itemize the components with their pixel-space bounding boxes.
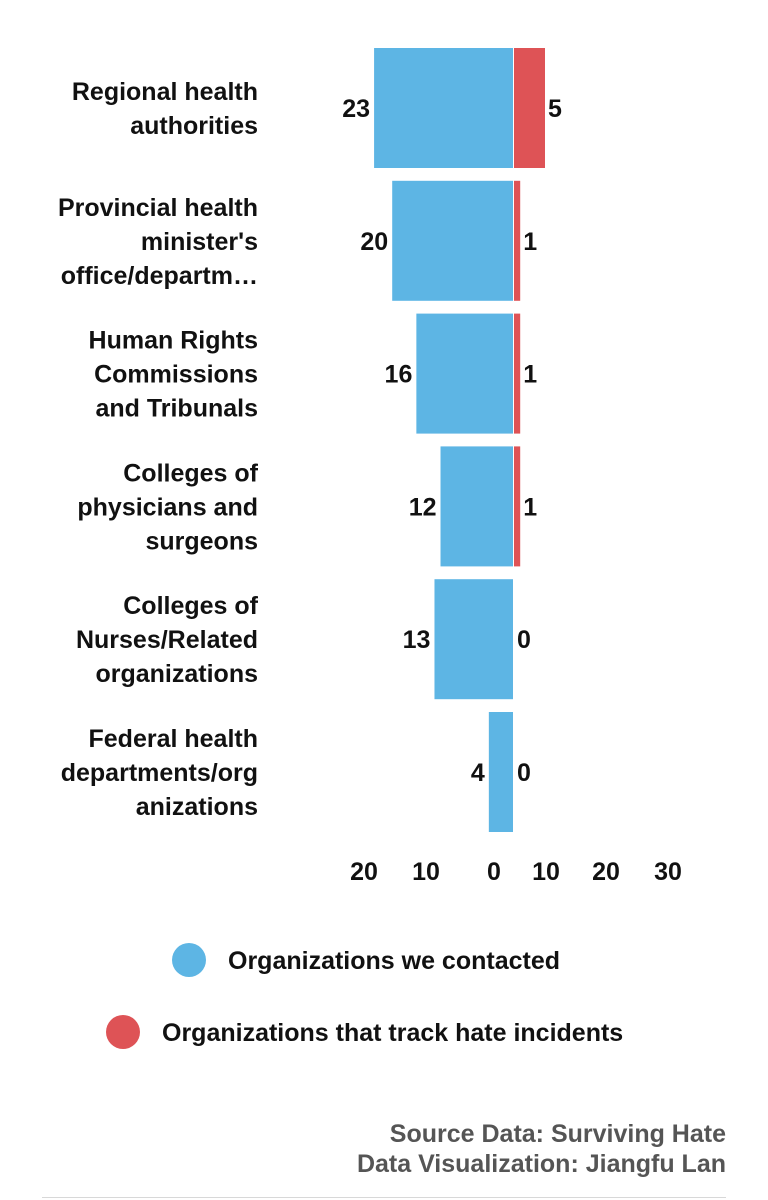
bar-contacted [434,579,513,700]
category-label: Colleges of physicians and surgeons [77,459,258,555]
bar-track-hate [514,446,521,567]
category-label-line: anizations [136,793,258,821]
source-credit: Source Data: Surviving Hate [389,1120,726,1148]
legend-label: Organizations we contacted [228,947,560,975]
category-label: Colleges of Nurses/Related organizations [76,592,259,688]
category-label-line: physicians and [77,493,258,521]
category-label-line: minister's [141,228,258,256]
bar-contacted [488,712,513,832]
legend-label: Organizations that track hate incidents [162,1019,623,1047]
bar-contacted [416,313,513,434]
category-label-line: Colleges of [123,592,258,620]
diverging-bar-chart: Regional health authorities 23 5 Provincial … [58,48,682,1049]
tick-label-right: 20 [592,858,620,886]
value-label-contacted: 16 [385,361,413,389]
value-label-track-hate: 0 [517,759,531,787]
bar-track-hate [514,180,521,301]
value-label-contacted: 20 [360,228,388,256]
value-label-track-hate: 1 [523,228,537,256]
bar-contacted [392,180,513,301]
tick-label-right: 10 [532,858,560,886]
category-label-line: authorities [130,112,258,140]
tick-label-right: 30 [654,858,682,886]
category-label-line: Provincial health [58,194,258,222]
value-label-contacted: 13 [403,626,431,654]
category-label-line: Nurses/Related [76,626,258,654]
category-label-line: and Tribunals [95,395,258,423]
x-axis: 20 10 0 10 20 30 [350,858,682,886]
tick-label-left: 0 [487,858,501,886]
value-label-contacted: 12 [409,493,437,521]
value-label-track-hate: 1 [523,361,537,389]
bars-layer: Regional health authorities 23 5 Provincial … [58,48,562,832]
category-label-line: Human Rights [89,327,258,355]
category-label-line: Commissions [94,361,258,389]
category-label: Provincial health minister's office/depart… [58,194,258,290]
category-label: Regional health authorities [72,78,258,140]
legend-swatch [106,1015,140,1049]
tick-label-left: 10 [412,858,440,886]
bar-track-hate [514,313,521,434]
bar-contacted [440,446,513,567]
category-label: Human Rights Commissions and Tribunals [89,327,258,423]
bottom-divider [42,1197,726,1198]
visualization-credit: Data Visualization: Jiangfu Lan [356,1150,726,1178]
legend: Organizations we contacted Organizations … [106,943,623,1049]
legend-swatch [172,943,206,977]
category-label-line: organizations [95,660,258,688]
category-label-line: departments/org [61,759,258,787]
bar-contacted [374,48,513,168]
value-label-track-hate: 0 [517,626,531,654]
category-label: Federal health departments/org anizations [61,725,258,821]
value-label-track-hate: 1 [523,493,537,521]
category-label-line: surgeons [145,527,258,555]
category-label-line: Federal health [89,725,259,753]
value-label-contacted: 4 [471,759,485,787]
category-label-line: Colleges of [123,459,258,487]
value-label-contacted: 23 [342,95,370,123]
value-label-track-hate: 5 [548,95,562,123]
tick-label-left: 20 [350,858,378,886]
category-label-line: Regional health [72,78,258,106]
category-label-line: office/departm… [61,262,258,290]
bar-track-hate [514,48,545,168]
